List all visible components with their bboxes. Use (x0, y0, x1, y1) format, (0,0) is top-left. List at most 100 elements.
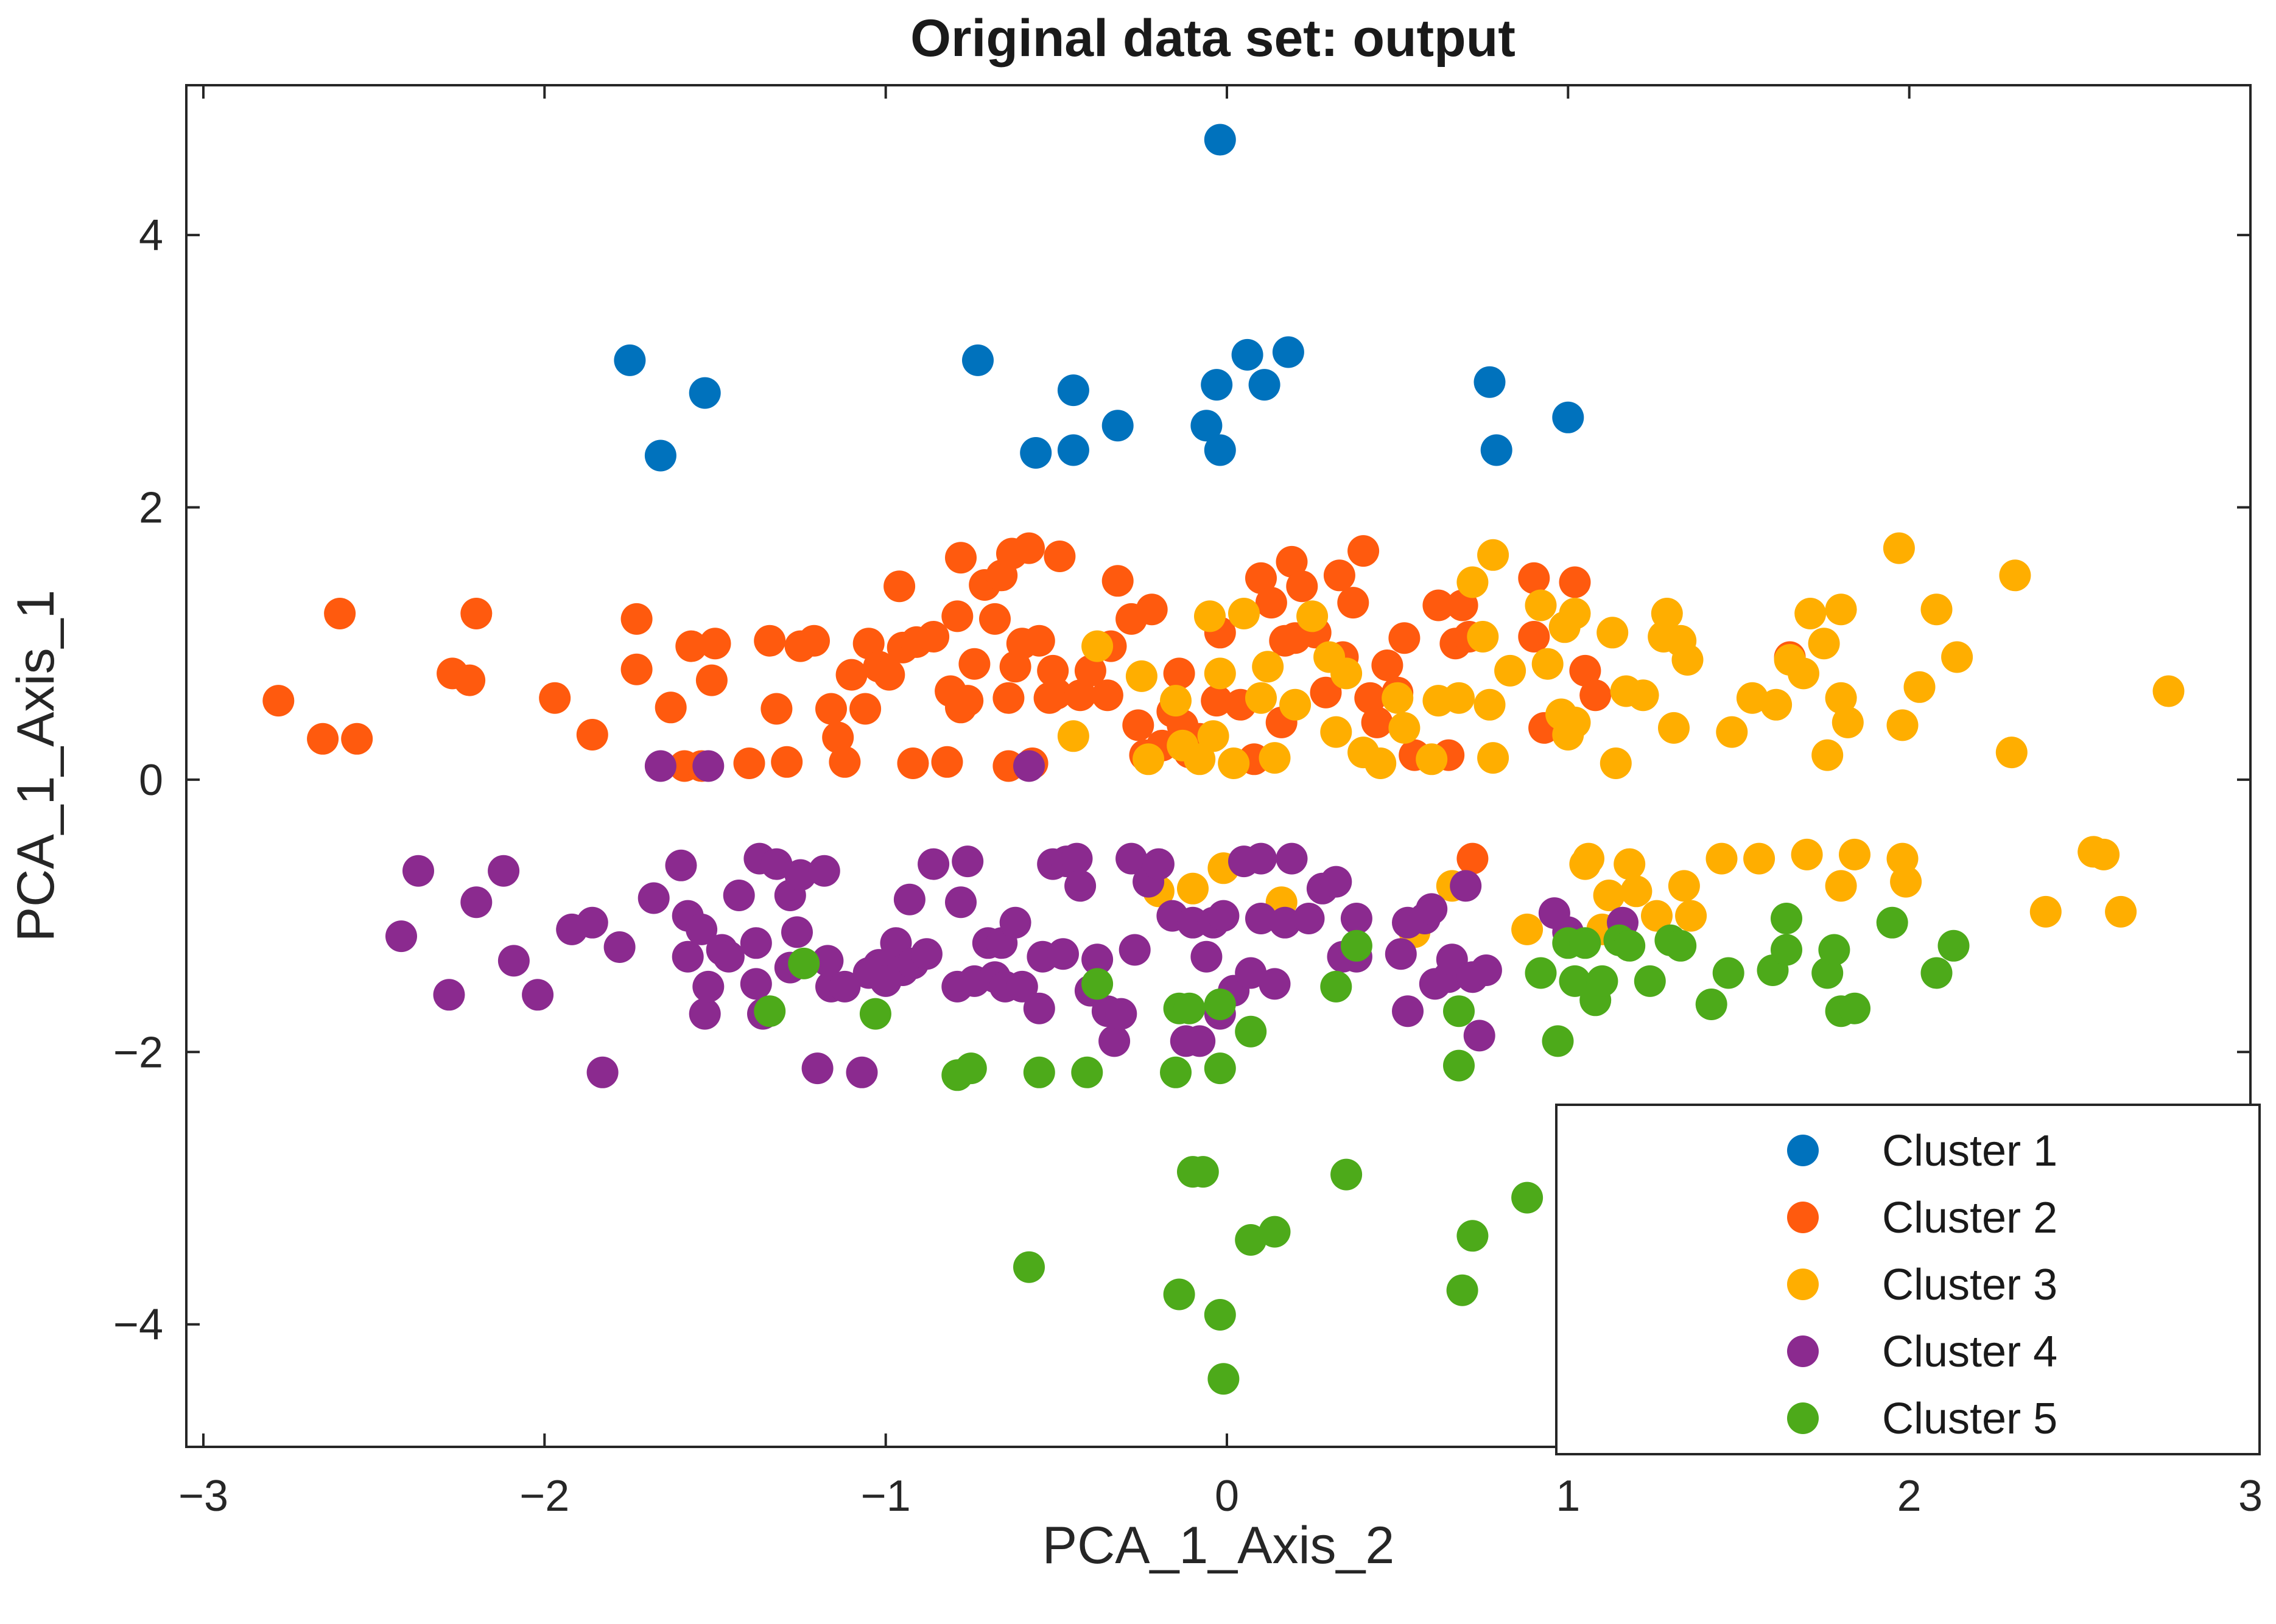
cluster-4-point (488, 855, 520, 887)
cluster-5-point (754, 995, 786, 1027)
legend-label-cluster-3: Cluster 3 (1882, 1261, 2057, 1309)
cluster-5-point (1235, 1015, 1267, 1048)
cluster-2-point (1044, 541, 1076, 572)
cluster-2-point (958, 648, 991, 680)
cluster-1-point (644, 439, 676, 472)
cluster-5-point (1340, 929, 1372, 962)
cluster-3-point (1365, 747, 1397, 779)
cluster-3-point (1596, 617, 1629, 649)
cluster-4-point (1436, 943, 1468, 976)
cluster-5-point (1071, 1056, 1103, 1088)
cluster-2-point (1559, 566, 1591, 598)
cluster-2-point (1354, 682, 1386, 714)
cluster-3-point (1160, 685, 1192, 717)
cluster-4-point (740, 968, 772, 1000)
cluster-4-point (586, 1056, 619, 1088)
cluster-2-point (695, 664, 728, 696)
cluster-3-point (1788, 657, 1819, 690)
cluster-5-point (1569, 927, 1601, 959)
legend-marker-cluster-5 (1787, 1402, 1819, 1434)
cluster-2-point (1337, 587, 1369, 619)
cluster-5-point (1235, 1224, 1267, 1256)
cluster-5-point (1634, 965, 1666, 997)
cluster-3-point (1658, 712, 1690, 744)
cluster-4-point (1245, 842, 1277, 875)
legend-label-cluster-1: Cluster 1 (1882, 1127, 2057, 1175)
cluster-4-point (644, 750, 676, 782)
cluster-3-point (1641, 900, 1673, 932)
cluster-4-point (784, 859, 817, 891)
cluster-2-point (1579, 679, 1612, 712)
cluster-2-point (454, 664, 486, 696)
cluster-2-point (699, 628, 731, 660)
cluster-5-point (1665, 929, 1697, 962)
cluster-2-point (822, 721, 854, 754)
cluster-2-point (675, 630, 708, 662)
cluster-2-point (1013, 532, 1045, 564)
cluster-3-point (1320, 716, 1352, 748)
cluster-2-point (262, 685, 295, 717)
cluster-3-point (1259, 742, 1291, 774)
cluster-1-point (962, 344, 994, 376)
cluster-2-point (341, 723, 373, 755)
cluster-1-point (1480, 434, 1512, 466)
cluster-2-point (931, 746, 963, 778)
x-tick-label: −3 (178, 1472, 228, 1521)
cluster-3-point (1883, 532, 1915, 564)
cluster-5-point (955, 1052, 987, 1085)
x-tick-label: −2 (519, 1472, 569, 1521)
cluster-2-point (539, 682, 571, 714)
cluster-2-point (1323, 559, 1355, 592)
cluster-2-point (620, 653, 653, 685)
cluster-2-point (1037, 654, 1069, 687)
cluster-3-point (1416, 743, 1448, 775)
x-tick-label: −1 (861, 1472, 911, 1521)
cluster-3-point (1388, 712, 1421, 744)
cluster-5-point (788, 947, 820, 979)
cluster-3-point (1839, 838, 1870, 870)
cluster-4-point (686, 913, 718, 945)
cluster-3-point (1743, 842, 1775, 875)
cluster-3-point (1184, 743, 1216, 775)
cluster-5-point (1937, 929, 1970, 962)
cluster-1-point (1231, 338, 1263, 371)
cluster-1-point (1204, 124, 1236, 156)
cluster-1-point (1473, 366, 1506, 398)
cluster-5-point (1259, 1216, 1291, 1248)
y-tick-label: −4 (113, 1301, 163, 1349)
cluster-3-point (1794, 598, 1827, 629)
cluster-2-point (1245, 562, 1277, 594)
cluster-5-point (1330, 1158, 1363, 1191)
cluster-2-point (1023, 625, 1055, 657)
y-tick-label: 0 (139, 756, 163, 805)
cluster-2-point (307, 723, 339, 755)
cluster-3-point (1228, 598, 1260, 629)
cluster-4-point (910, 938, 943, 970)
cluster-2-point (992, 682, 1025, 714)
cluster-5-point (1204, 1052, 1236, 1085)
cluster-5-point (1511, 1181, 1544, 1214)
cluster-3-point (1467, 621, 1499, 653)
cluster-4-point (1098, 1025, 1131, 1057)
cluster-3-point (1382, 682, 1414, 714)
cluster-3-point (1494, 654, 1526, 687)
cluster-3-point (1252, 651, 1284, 683)
cluster-4-point (1047, 938, 1079, 970)
cluster-2-point (460, 598, 493, 629)
cluster-2-point (1074, 654, 1106, 687)
cluster-3-point (1941, 641, 1973, 673)
cluster-4-point (723, 880, 755, 911)
cluster-4-point (952, 845, 984, 878)
cluster-4-point (402, 855, 434, 887)
cluster-4-point (1416, 893, 1448, 925)
cluster-4-point (812, 945, 844, 977)
cluster-2-point (1361, 706, 1393, 738)
cluster-2-point (754, 625, 786, 657)
cluster-4-point (846, 1056, 878, 1088)
cluster-3-point (1531, 648, 1564, 680)
cluster-5-point (1456, 1220, 1489, 1252)
cluster-4-point (1105, 998, 1137, 1030)
cluster-3-point (1204, 657, 1236, 690)
cluster-5-point (1695, 989, 1727, 1020)
